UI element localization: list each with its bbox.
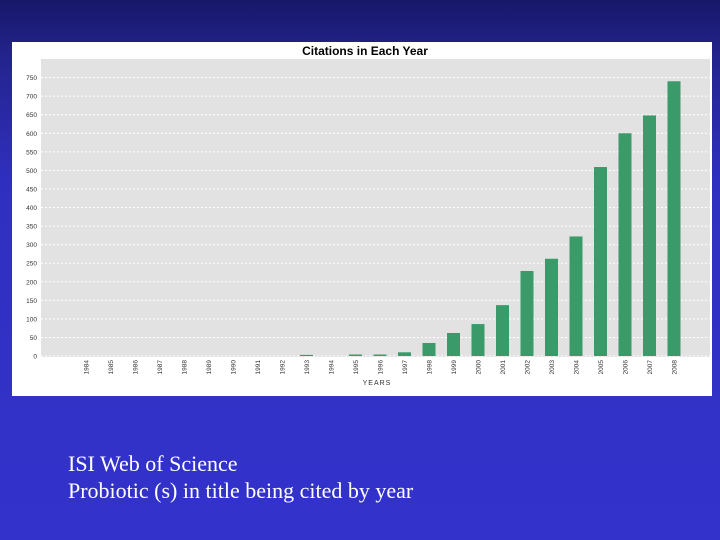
bar-2006 — [618, 133, 632, 356]
y-tick-label: 250 — [26, 261, 37, 268]
bars — [300, 81, 681, 357]
x-tick-label: 2008 — [672, 360, 679, 375]
x-tick-label: 1997 — [402, 360, 409, 375]
bar-1993 — [300, 354, 313, 356]
x-tick-label: 1990 — [231, 360, 238, 375]
x-tick-label: 1984 — [84, 360, 91, 375]
bar-1995 — [349, 354, 362, 356]
y-tick-label: 0 — [33, 354, 37, 361]
x-tick-label: 1999 — [451, 360, 458, 375]
y-tick-label: 750 — [26, 75, 37, 82]
y-tick-label: 450 — [26, 186, 37, 193]
x-tick-label: 1989 — [206, 360, 213, 375]
citations-bar-chart: Citations in Each Year 0 50 100 150 200 250 30… — [26, 44, 710, 387]
caption-line-source: ISI Web of Science — [68, 451, 238, 476]
x-tick-label: 2002 — [525, 360, 532, 375]
y-tick-label: 100 — [26, 316, 37, 323]
x-tick-label: 1991 — [255, 360, 262, 375]
y-tick-label: 200 — [26, 279, 37, 286]
y-tick-label: 400 — [26, 205, 37, 212]
x-axis-label: YEARS — [363, 380, 392, 387]
bar-1996 — [373, 354, 387, 356]
x-tick-label: 2000 — [476, 360, 483, 375]
slide-caption: ISI Web of Science Probiotic (s) in titl… — [68, 450, 413, 504]
y-tick-label: 350 — [26, 224, 37, 231]
x-tick-label: 1988 — [182, 360, 189, 375]
x-tick-label: 1998 — [427, 360, 434, 375]
x-tick-label: 2005 — [598, 360, 605, 375]
bar-2002 — [520, 270, 534, 356]
x-tick-label: 2001 — [500, 360, 507, 375]
x-axis-ticks: 1984 1985 1986 1987 1988 1989 1990 1991 1992 1993… — [84, 360, 679, 375]
bar-2000 — [471, 324, 485, 356]
bar-2007 — [643, 115, 656, 357]
x-tick-label: 2006 — [623, 360, 630, 375]
x-tick-label: 2007 — [647, 360, 654, 375]
x-tick-label: 1987 — [157, 360, 164, 375]
x-tick-label: 1993 — [304, 360, 311, 375]
y-tick-label: 700 — [26, 94, 37, 101]
x-tick-label: 1996 — [378, 360, 385, 375]
y-tick-label: 50 — [30, 335, 38, 342]
y-tick-label: 500 — [26, 168, 37, 175]
x-tick-label: 2004 — [574, 360, 581, 375]
bar-2001 — [496, 305, 509, 356]
x-tick-label: 1995 — [353, 360, 360, 375]
x-tick-label: 2003 — [549, 360, 556, 375]
y-tick-label: 150 — [26, 298, 37, 305]
y-tick-label: 550 — [26, 149, 37, 156]
bar-1997 — [398, 352, 411, 356]
chart-title: Citations in Each Year — [302, 44, 428, 58]
bar-2005 — [594, 167, 607, 356]
bar-1998 — [422, 343, 436, 356]
bar-2008 — [667, 81, 681, 357]
x-tick-label: 1985 — [108, 360, 115, 375]
y-axis-ticks: 0 50 100 150 200 250 300 350 400 450 500 550 600 650 7… — [26, 75, 37, 360]
caption-line-description: Probiotic (s) in title being cited by ye… — [68, 478, 414, 503]
bar-2004 — [569, 236, 583, 356]
bar-2003 — [545, 258, 558, 356]
x-tick-label: 1994 — [329, 360, 336, 375]
y-tick-label: 650 — [26, 112, 37, 119]
x-tick-label: 1986 — [133, 360, 140, 375]
x-tick-label: 1992 — [280, 360, 287, 375]
chart-panel: Citations in Each Year 0 50 100 150 200 250 30… — [12, 42, 712, 396]
bar-1999 — [447, 332, 460, 356]
y-tick-label: 600 — [26, 131, 37, 138]
y-tick-label: 300 — [26, 242, 37, 249]
